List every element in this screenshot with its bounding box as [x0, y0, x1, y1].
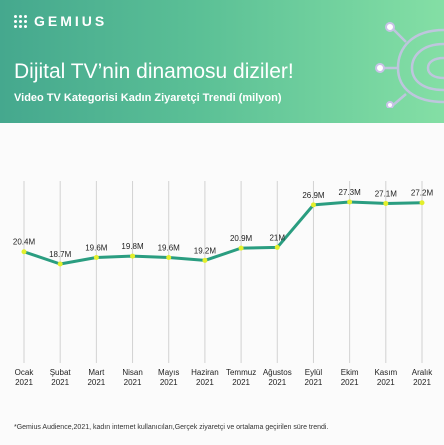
data-point-11	[383, 200, 389, 206]
data-point-7	[238, 245, 244, 251]
header-banner: GEMIUS Dijital TV’nin dinamosu diziler! …	[0, 0, 444, 123]
data-point-8	[274, 244, 280, 250]
data-point-9	[310, 202, 316, 208]
series-line	[23, 200, 423, 266]
brand-name: GEMIUS	[34, 13, 108, 29]
data-point-4	[130, 253, 136, 259]
data-point-1	[21, 249, 27, 255]
data-label-1: 20.4M	[13, 238, 36, 247]
data-point-10	[347, 199, 353, 205]
x-tick-month-8: Ağustos	[263, 368, 292, 377]
x-tick-year-9: 2021	[305, 378, 323, 387]
x-tick-year-6: 2021	[196, 378, 214, 387]
data-label-2: 18.7M	[49, 250, 72, 259]
x-tick-year-5: 2021	[160, 378, 178, 387]
data-point-2	[57, 261, 63, 267]
data-point-5	[166, 255, 172, 261]
x-tick-month-9: Eylül	[305, 368, 323, 377]
data-point-3	[93, 255, 99, 261]
chart-subtitle: Video TV Kategorisi Kadın Ziyaretçi Tren…	[14, 92, 282, 104]
data-label-6: 19.2M	[194, 246, 217, 255]
x-tick-year-4: 2021	[124, 378, 142, 387]
x-tick-month-5: Mayıs	[158, 368, 179, 377]
x-tick-month-4: Nisan	[122, 368, 142, 377]
brand-logo: GEMIUS	[14, 13, 107, 29]
line-chart: 20.4M 18.7M 19.6M 19.8M 19.6M 19.2M 20.9M 21M 26…	[13, 181, 434, 387]
x-tick-month-10: Ekim	[341, 368, 359, 377]
x-tick-month-3: Mart	[88, 368, 105, 377]
x-tick-month-7: Temmuz	[226, 368, 256, 377]
data-label-8: 21M	[269, 233, 285, 242]
headline: Dijital TV’nin dinamosu diziler!	[14, 60, 294, 83]
circuit-decoration-icon	[375, 22, 444, 108]
x-tick-year-3: 2021	[87, 378, 105, 387]
x-tick-month-1: Ocak	[15, 368, 35, 377]
x-tick-month-11: Kasım	[374, 368, 397, 377]
x-tick-month-6: Haziran	[191, 368, 219, 377]
x-tick-year-2: 2021	[51, 378, 69, 387]
x-tick-year-1: 2021	[15, 378, 33, 387]
data-label-10: 27.3M	[339, 188, 362, 197]
data-label-12: 27.2M	[411, 189, 434, 198]
data-point-6	[202, 257, 208, 263]
data-label-7: 20.9M	[230, 234, 253, 243]
data-label-11: 27.1M	[375, 189, 398, 198]
data-point-12	[419, 200, 425, 206]
x-tick-month-12: Aralık	[412, 368, 433, 377]
x-tick-year-7: 2021	[232, 378, 250, 387]
data-label-4: 19.8M	[121, 242, 144, 251]
x-tick-year-8: 2021	[268, 378, 286, 387]
data-label-3: 19.6M	[85, 244, 108, 253]
x-tick-year-11: 2021	[377, 378, 395, 387]
x-tick-year-10: 2021	[341, 378, 359, 387]
logo-dots-icon	[14, 14, 27, 28]
footnote: *Gemius Audience,2021, kadın internet ku…	[14, 424, 329, 431]
data-label-9: 26.9M	[302, 191, 325, 200]
x-tick-month-2: Şubat	[50, 368, 72, 377]
data-label-5: 19.6M	[158, 244, 181, 253]
x-tick-year-12: 2021	[413, 378, 431, 387]
